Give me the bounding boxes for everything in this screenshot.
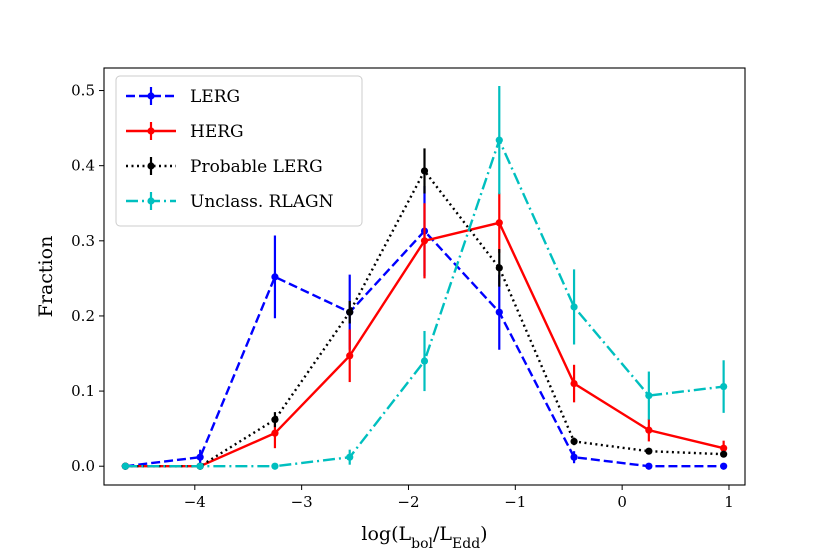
data-point — [720, 450, 728, 458]
data-point — [645, 447, 653, 455]
data-point — [420, 167, 429, 175]
data-point — [645, 391, 653, 400]
legend-marker — [147, 92, 155, 100]
legend-marker — [147, 197, 155, 205]
x-label-subscript: Edd — [452, 536, 480, 552]
x-tick-label: 1 — [724, 493, 734, 511]
data-point — [346, 453, 354, 461]
data-point — [720, 462, 728, 470]
legend: LERG HERG Probable LERG Unclass. RLAGN — [115, 75, 363, 227]
data-point — [271, 429, 279, 437]
y-tick-label: 0.2 — [71, 307, 95, 325]
data-point — [570, 453, 578, 461]
legend-marker — [147, 127, 155, 135]
data-point — [346, 308, 354, 316]
data-point — [570, 303, 578, 311]
x-tick-label: −2 — [397, 493, 419, 511]
data-point — [495, 219, 503, 227]
data-point — [271, 462, 279, 470]
y-tick-label: 0.4 — [71, 157, 95, 175]
data-point — [420, 357, 429, 365]
plot-area — [121, 86, 728, 470]
y-tick-label: 0.5 — [71, 82, 95, 100]
x-tick-label: −3 — [291, 493, 313, 511]
data-point — [570, 437, 578, 446]
data-point — [196, 453, 204, 461]
x-label-part: log(L — [361, 523, 411, 545]
y-tick-label: 0.1 — [71, 382, 95, 400]
x-tick-label: −4 — [184, 493, 206, 511]
x-tick-label: −1 — [504, 493, 526, 511]
legend-label: LERG — [190, 87, 240, 107]
data-point — [346, 352, 354, 360]
x-axis-label: log(Lbol/LEdd) — [361, 523, 487, 552]
x-tick-label: 0 — [617, 493, 627, 511]
legend-marker — [147, 162, 155, 170]
data-point — [271, 416, 279, 424]
data-point — [196, 462, 204, 470]
y-tick-label: 0.0 — [71, 457, 95, 475]
data-point — [720, 382, 728, 391]
data-point — [271, 273, 279, 281]
data-point — [420, 237, 429, 245]
plot-frame — [103, 67, 746, 486]
data-point — [495, 136, 503, 144]
series-line-2 — [125, 168, 724, 468]
legend-label: Probable LERG — [190, 157, 323, 177]
data-point — [570, 379, 578, 388]
data-point — [121, 462, 129, 470]
data-point — [495, 308, 503, 316]
x-label-subscript: bol — [411, 536, 433, 552]
data-point — [645, 462, 653, 470]
legend-label: Unclass. RLAGN — [190, 192, 334, 212]
legend-box — [115, 75, 363, 227]
y-axis-label: Fraction — [35, 236, 57, 318]
y-tick-label: 0.3 — [71, 232, 95, 250]
data-point — [720, 444, 728, 452]
legend-label: HERG — [190, 122, 244, 142]
data-point — [495, 264, 503, 272]
axes: −4 −3 −2 −1 0 1 0.0 0.1 0.2 0.3 0.4 0.5 — [71, 67, 746, 511]
x-label-part: /L — [433, 523, 452, 545]
x-label-part: ) — [480, 523, 487, 545]
data-point — [645, 426, 653, 434]
